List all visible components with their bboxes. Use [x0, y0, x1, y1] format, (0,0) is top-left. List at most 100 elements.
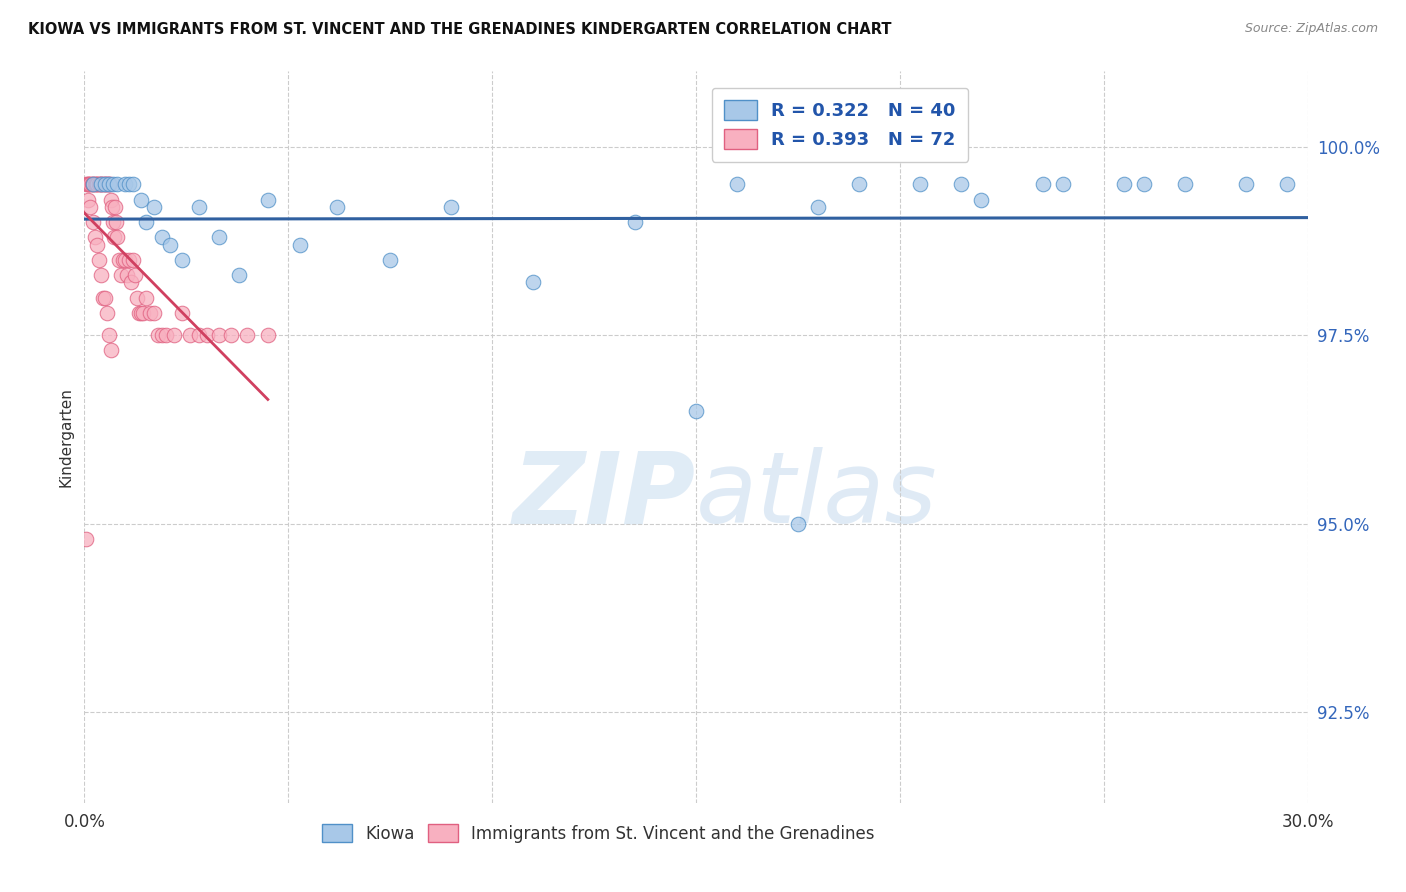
Point — [97, 328, 120, 343]
Point — [79, 200, 101, 214]
Point — [105, 230, 128, 244]
Point — [219, 328, 242, 343]
Point — [101, 178, 124, 192]
Point — [100, 193, 122, 207]
Point — [112, 252, 135, 267]
Text: KIOWA VS IMMIGRANTS FROM ST. VINCENT AND THE GRENADINES KINDERGARTEN CORRELATION: KIOWA VS IMMIGRANTS FROM ST. VINCENT AND… — [28, 22, 891, 37]
Point — [86, 178, 108, 192]
Point — [122, 252, 145, 267]
Point — [118, 178, 141, 192]
Point — [127, 291, 149, 305]
Point — [208, 230, 231, 244]
Point — [236, 328, 259, 343]
Point — [98, 178, 121, 192]
Point — [84, 178, 107, 192]
Point — [950, 178, 973, 192]
Point — [1133, 178, 1156, 192]
Point — [97, 178, 120, 192]
Point — [91, 291, 114, 305]
Point — [77, 178, 100, 192]
Point — [257, 328, 280, 343]
Point — [80, 178, 103, 192]
Point — [122, 178, 145, 192]
Legend: Kiowa, Immigrants from St. Vincent and the Grenadines: Kiowa, Immigrants from St. Vincent and t… — [315, 818, 882, 849]
Point — [326, 200, 349, 214]
Point — [440, 200, 463, 214]
Point — [163, 328, 186, 343]
Point — [90, 178, 112, 192]
Point — [228, 268, 250, 282]
Point — [131, 193, 153, 207]
Point — [76, 178, 98, 192]
Point — [807, 200, 830, 214]
Point — [1032, 178, 1054, 192]
Point — [1114, 178, 1136, 192]
Point — [89, 178, 111, 192]
Point — [135, 215, 157, 229]
Point — [159, 237, 181, 252]
Point — [187, 328, 209, 343]
Y-axis label: Kindergarten: Kindergarten — [58, 387, 73, 487]
Point — [90, 178, 112, 192]
Point — [142, 200, 165, 214]
Point — [146, 328, 169, 343]
Point — [138, 306, 160, 320]
Point — [108, 252, 131, 267]
Point — [83, 178, 105, 192]
Point — [290, 237, 312, 252]
Point — [105, 178, 128, 192]
Point — [195, 328, 218, 343]
Point — [97, 178, 120, 192]
Point — [1236, 178, 1258, 192]
Point — [1174, 178, 1197, 192]
Point — [93, 291, 115, 305]
Point — [114, 178, 136, 192]
Point — [90, 178, 112, 192]
Point — [75, 178, 97, 192]
Point — [110, 268, 132, 282]
Text: atlas: atlas — [696, 447, 938, 544]
Point — [96, 306, 118, 320]
Point — [93, 178, 115, 192]
Point — [155, 328, 177, 343]
Text: Source: ZipAtlas.com: Source: ZipAtlas.com — [1244, 22, 1378, 36]
Point — [380, 252, 402, 267]
Point — [105, 215, 128, 229]
Point — [135, 291, 157, 305]
Point — [77, 178, 100, 192]
Point — [910, 178, 932, 192]
Point — [86, 237, 108, 252]
Point — [172, 306, 194, 320]
Point — [93, 178, 115, 192]
Point — [131, 306, 153, 320]
Point — [187, 200, 209, 214]
Text: ZIP: ZIP — [513, 447, 696, 544]
Point — [208, 328, 231, 343]
Point — [75, 532, 97, 546]
Point — [115, 268, 138, 282]
Point — [90, 268, 112, 282]
Point — [150, 230, 173, 244]
Point — [82, 178, 104, 192]
Point — [179, 328, 201, 343]
Point — [97, 178, 120, 192]
Point — [128, 306, 150, 320]
Point — [172, 252, 194, 267]
Point — [132, 306, 155, 320]
Point — [93, 178, 115, 192]
Point — [91, 178, 114, 192]
Point — [101, 215, 124, 229]
Point — [150, 328, 173, 343]
Point — [848, 178, 870, 192]
Point — [725, 178, 748, 192]
Point — [1277, 178, 1299, 192]
Point — [87, 178, 110, 192]
Point — [86, 178, 108, 192]
Point — [82, 178, 104, 192]
Point — [257, 193, 280, 207]
Point — [118, 252, 141, 267]
Point — [624, 215, 647, 229]
Point — [79, 178, 101, 192]
Point — [124, 268, 146, 282]
Point — [83, 230, 105, 244]
